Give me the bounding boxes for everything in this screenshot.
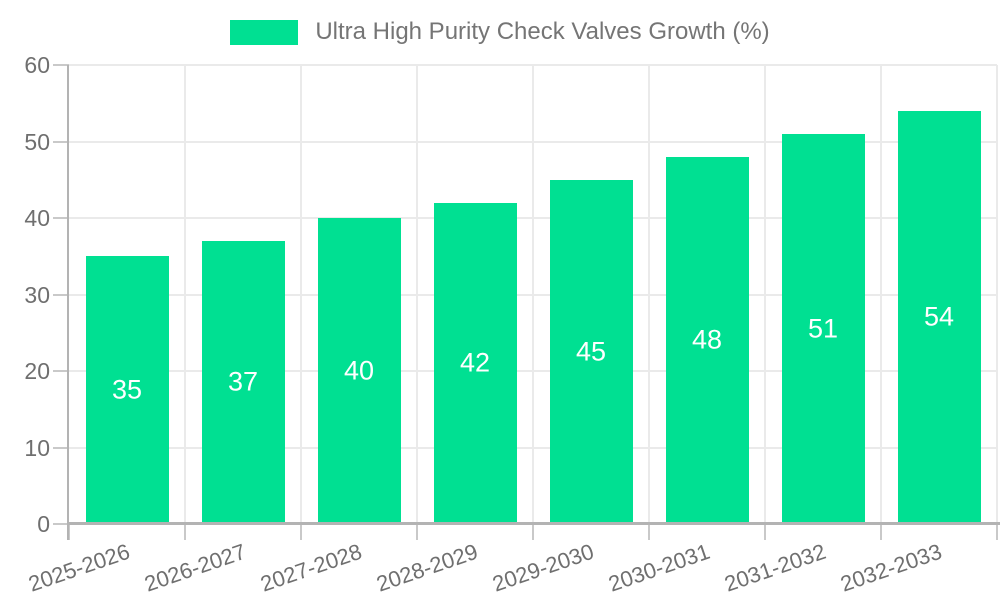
x-axis-label: 2031-2032 [721, 538, 829, 597]
bar-value-label: 51 [807, 313, 839, 344]
x-gridline [996, 65, 998, 524]
bar[interactable]: 40 [317, 218, 401, 524]
x-tick [184, 524, 186, 540]
x-axis-line [69, 522, 1000, 525]
x-tick [764, 524, 766, 540]
bar-value-label: 42 [459, 347, 491, 378]
bar[interactable]: 35 [85, 256, 169, 524]
x-tick [68, 524, 70, 540]
x-tick [648, 524, 650, 540]
x-gridline [416, 65, 418, 524]
y-axis-label: 0 [37, 511, 50, 537]
bar-value-label: 40 [343, 355, 375, 386]
y-tick [53, 370, 69, 372]
y-axis-label: 30 [24, 281, 50, 308]
bar[interactable]: 45 [549, 179, 633, 524]
x-axis-label: 2030-2031 [605, 538, 713, 597]
x-gridline [184, 65, 186, 524]
bar[interactable]: 51 [781, 133, 865, 524]
x-tick [996, 524, 998, 540]
legend-swatch-icon [230, 19, 299, 45]
x-gridline [532, 65, 534, 524]
bar[interactable]: 37 [201, 240, 285, 524]
y-axis-label: 40 [24, 205, 50, 231]
bar[interactable]: 48 [665, 156, 749, 524]
y-axis-line [67, 65, 69, 540]
y-tick [53, 140, 69, 143]
x-axis-label: 2032-2033 [837, 538, 945, 597]
x-tick [416, 524, 418, 540]
bar-value-label: 48 [691, 324, 723, 355]
x-axis-label: 2027-2028 [257, 538, 365, 597]
y-axis-label: 60 [24, 52, 50, 78]
y-tick [53, 523, 69, 525]
bar-value-label: 37 [227, 366, 259, 397]
x-gridline [764, 65, 766, 524]
x-axis-label: 2025-2026 [25, 538, 133, 597]
x-tick [880, 524, 882, 540]
plot-area: 35 37 40 42 45 48 51 54 [69, 64, 998, 524]
y-axis-label: 10 [24, 434, 50, 461]
x-axis-label: 2028-2029 [373, 538, 481, 597]
bar-value-label: 45 [575, 336, 607, 367]
x-tick [300, 524, 302, 540]
bar-value-label: 54 [923, 301, 955, 332]
bar-value-label: 35 [111, 374, 143, 405]
x-axis-label: 2026-2027 [141, 538, 249, 597]
x-gridline [880, 65, 882, 524]
y-tick [53, 217, 69, 219]
y-tick [53, 446, 69, 449]
legend-item[interactable]: Ultra High Purity Check Valves Growth (%… [230, 18, 770, 46]
x-gridline [648, 65, 650, 524]
legend: Ultra High Purity Check Valves Growth (%… [0, 18, 1000, 46]
y-tick [53, 64, 69, 66]
y-axis-label: 20 [24, 358, 50, 384]
x-tick [532, 524, 534, 540]
y-axis-label: 50 [24, 128, 50, 155]
bar[interactable]: 42 [433, 202, 517, 524]
bar[interactable]: 54 [897, 110, 981, 524]
x-gridline [300, 65, 302, 524]
legend-label: Ultra High Purity Check Valves Growth (%… [315, 18, 770, 45]
y-tick [53, 293, 69, 296]
x-axis-label: 2029-2030 [489, 538, 597, 597]
